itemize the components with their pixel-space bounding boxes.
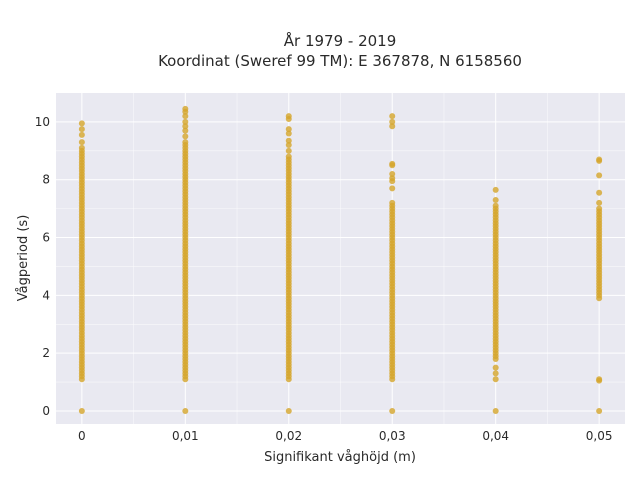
data-point xyxy=(285,130,292,137)
data-point xyxy=(596,172,603,179)
x-tick-label: 0,01 xyxy=(172,429,199,443)
data-point xyxy=(596,156,603,163)
data-points xyxy=(78,105,603,414)
data-point xyxy=(492,196,499,203)
chart-title-line-2: Koordinat (Sweref 99 TM): E 367878, N 61… xyxy=(158,52,522,70)
data-point xyxy=(182,139,189,146)
data-point xyxy=(78,126,85,133)
data-point xyxy=(596,407,603,414)
data-point xyxy=(78,139,85,146)
data-point xyxy=(78,144,85,151)
data-point xyxy=(389,170,396,177)
data-point xyxy=(492,186,499,193)
data-point xyxy=(596,199,603,206)
x-tick-label: 0,04 xyxy=(482,429,509,443)
y-tick-label: 0 xyxy=(42,404,50,418)
y-tick-label: 2 xyxy=(42,346,50,360)
x-tick-labels: 0 0,01 0,02 0,03 0,04 0,05 xyxy=(78,429,612,443)
data-point xyxy=(285,142,292,149)
x-tick-label: 0,03 xyxy=(379,429,406,443)
x-tick-label: 0 xyxy=(78,429,86,443)
data-point xyxy=(596,189,603,196)
y-tick-label: 4 xyxy=(42,288,50,302)
data-point xyxy=(285,153,292,160)
data-point xyxy=(285,126,292,133)
point-column-5 xyxy=(596,156,603,414)
point-column-1 xyxy=(182,105,189,414)
data-point xyxy=(389,123,396,130)
data-point xyxy=(492,407,499,414)
data-point xyxy=(182,123,189,130)
data-point xyxy=(285,147,292,154)
data-point xyxy=(389,160,396,167)
point-column-2 xyxy=(285,113,292,414)
chart-title-line-1: År 1979 - 2019 xyxy=(284,31,397,50)
data-point xyxy=(78,131,85,138)
data-point xyxy=(285,113,292,120)
data-point xyxy=(389,175,396,182)
data-point xyxy=(389,199,396,206)
data-point xyxy=(596,205,603,212)
data-point xyxy=(182,127,189,134)
data-point xyxy=(182,105,189,112)
data-point xyxy=(492,364,499,371)
data-point xyxy=(78,407,85,414)
point-column-0 xyxy=(78,120,85,414)
x-axis-title: Signifikant våghöjd (m) xyxy=(264,450,416,465)
point-column-4 xyxy=(492,186,499,414)
data-point xyxy=(78,120,85,127)
data-point xyxy=(492,370,499,377)
x-tick-label: 0,05 xyxy=(586,429,613,443)
data-point xyxy=(596,376,603,383)
point-column-3 xyxy=(389,113,396,414)
data-point xyxy=(389,407,396,414)
data-point xyxy=(285,137,292,144)
data-point xyxy=(492,376,499,383)
y-tick-label: 8 xyxy=(42,173,50,187)
data-point xyxy=(182,133,189,140)
data-point xyxy=(389,185,396,192)
data-point xyxy=(389,113,396,120)
y-tick-label: 6 xyxy=(42,231,50,245)
y-axis-title: Vågperiod (s) xyxy=(16,215,31,302)
data-point xyxy=(182,118,189,125)
y-tick-label: 10 xyxy=(35,115,50,129)
data-point xyxy=(182,407,189,414)
data-point xyxy=(182,113,189,120)
y-tick-labels: 0 2 4 6 8 10 xyxy=(35,115,50,418)
x-tick-label: 0,02 xyxy=(275,429,302,443)
data-point xyxy=(492,202,499,209)
data-point xyxy=(285,407,292,414)
data-point xyxy=(389,118,396,125)
